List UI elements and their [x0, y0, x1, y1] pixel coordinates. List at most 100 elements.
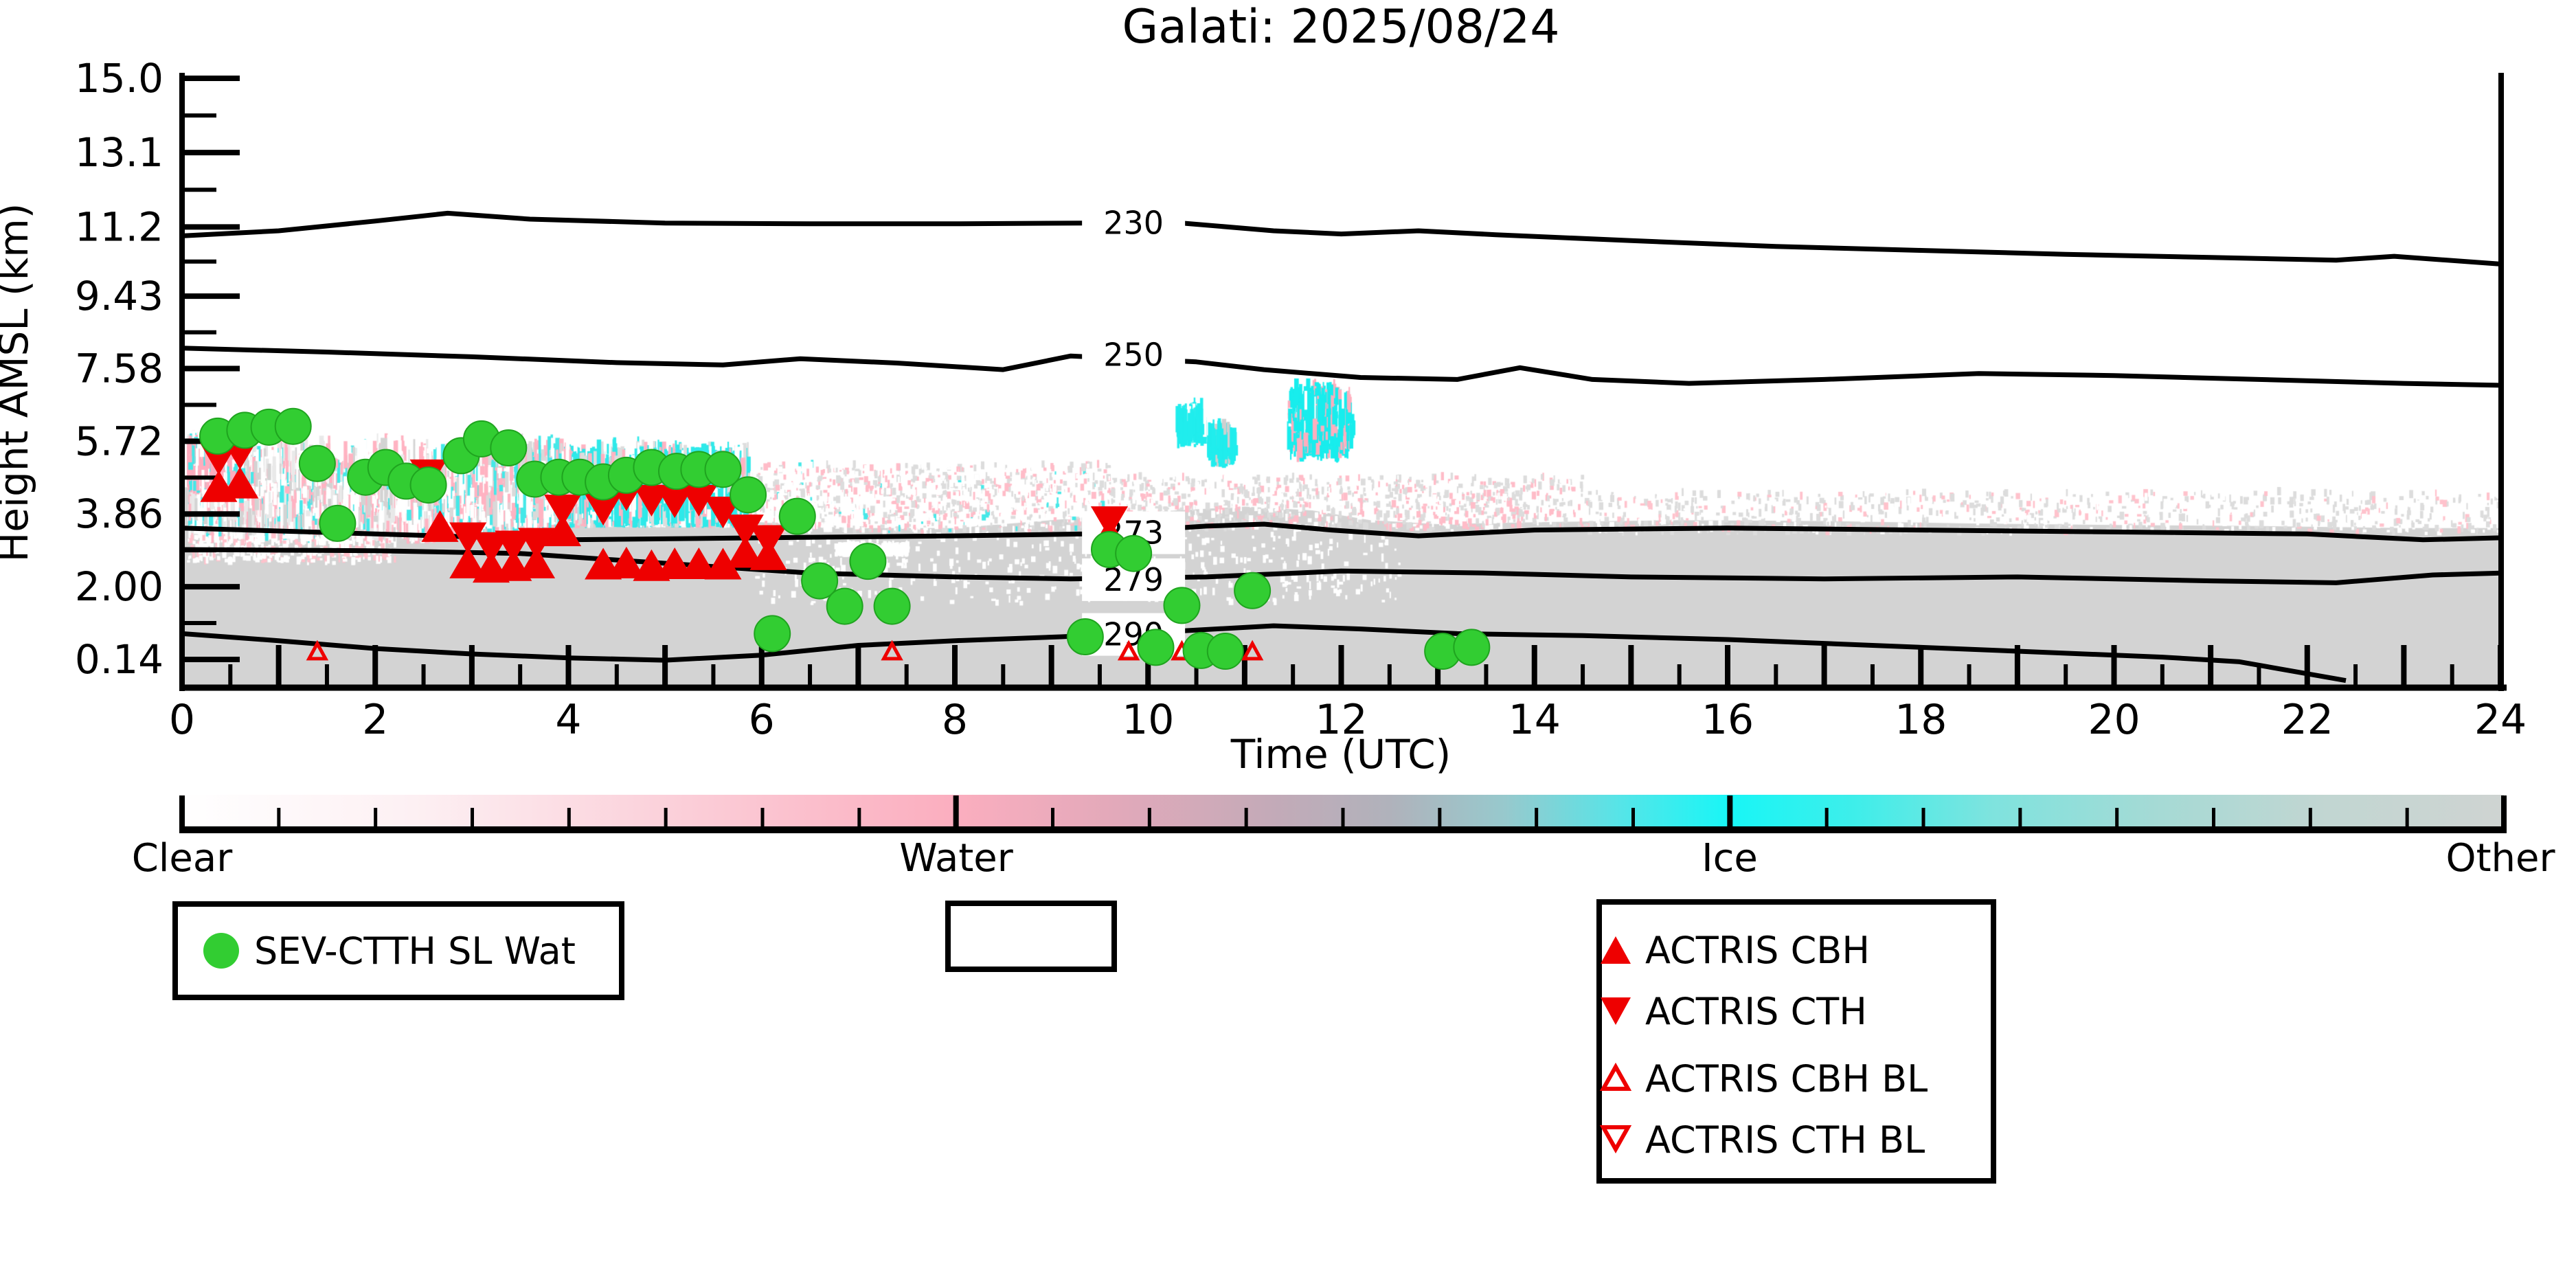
- sev-ctth-marker: [1163, 587, 1201, 624]
- y-axis-label: Height AMSL (km): [0, 203, 37, 563]
- sev-ctth-marker: [319, 504, 357, 542]
- x-tick-label: 10: [1122, 696, 1174, 744]
- axes: 15.013.111.29.437.585.723.862.000.140 2 4 6…: [75, 55, 2527, 744]
- x-tick-label: 2: [362, 696, 388, 744]
- sev-ctth-marker: [754, 615, 791, 653]
- actris-cth-marker: [749, 525, 787, 557]
- cth-triangle-down-icon: [1601, 997, 1631, 1025]
- contour-279: [181, 547, 2501, 585]
- colorbar-label-ice: Ice: [1702, 836, 1758, 881]
- colorbar-label-other: Other: [2445, 836, 2555, 881]
- y-tick-label: 2.00: [75, 563, 163, 610]
- x-tick-label: 12: [1315, 696, 1367, 744]
- contour-label-bg: [1082, 333, 1186, 376]
- actris-cbh-marker: [680, 547, 718, 579]
- sev-ctth-marker: [826, 587, 863, 625]
- actris-cth-marker: [704, 496, 742, 528]
- y-tick-label: 9.43: [75, 273, 163, 319]
- sev-ctth-marker: [1137, 629, 1175, 666]
- x-tick-label: 8: [942, 696, 968, 744]
- actris-cbh-marker: [518, 546, 556, 578]
- legend-actris-cth-bl: ACTRIS CTH BL: [1645, 1118, 1925, 1162]
- cbh-triangle-up-icon: [1601, 936, 1631, 964]
- y-tick-label: 7.58: [75, 345, 163, 392]
- sev-ctth-dot-icon: [203, 933, 239, 969]
- actris-cth-marker: [680, 484, 718, 517]
- actris-cbh-bl-marker: [1241, 640, 1264, 661]
- y-tick-label: 5.72: [75, 418, 163, 464]
- cbh-bl-triangle-up-open-icon: [1599, 1062, 1632, 1091]
- sev-ctth-marker: [1115, 534, 1153, 572]
- contour-273: [181, 521, 2501, 543]
- legend-sev-box: [172, 901, 624, 1000]
- x-tick-label: 14: [1509, 696, 1561, 744]
- x-tick-label: 24: [2474, 696, 2527, 744]
- actris-cth-marker: [726, 515, 764, 547]
- actris-cbh-marker: [656, 547, 694, 579]
- sev-ctth-marker: [778, 497, 816, 535]
- legend-actris-cbh-bl: ACTRIS CBH BL: [1645, 1057, 1928, 1100]
- actris-cth-marker: [544, 495, 582, 527]
- actris-cbh-marker: [704, 547, 742, 580]
- sev-ctth-marker: [409, 466, 447, 504]
- actris-cth-marker: [1091, 506, 1128, 539]
- legend-actris: ACTRIS CBH ACTRIS CTH ACTRIS CBH BL ACTR…: [1596, 899, 1996, 1184]
- sev-ctth-marker: [873, 587, 911, 625]
- sev-ctth-marker: [1234, 572, 1272, 609]
- sev-ctth-marker: [704, 451, 742, 488]
- sev-ctth-marker: [1453, 629, 1491, 666]
- x-tick-label: 18: [1895, 696, 1947, 744]
- colorbar-ticks: [179, 795, 2507, 833]
- legend-sev-label: SEV-CTTH SL Wat: [254, 929, 576, 973]
- y-tick-label: 13.1: [75, 129, 163, 176]
- x-axis-label: Time (UTC): [1230, 731, 1451, 778]
- contour-label-bg: [1082, 201, 1186, 245]
- phase-colorbar: Clear Water Ice Other: [132, 795, 2555, 881]
- empty-box: [945, 901, 1117, 972]
- actris-cbh-marker: [221, 466, 259, 499]
- actris-cbh-bl-marker: [306, 640, 329, 661]
- sev-ctth-marker: [1206, 633, 1244, 670]
- data-markers: [199, 407, 1491, 670]
- contour-250: [181, 346, 2501, 388]
- actris-cth-marker: [449, 522, 487, 554]
- actris-cbh-marker: [726, 536, 764, 568]
- colorbar-label-water: Water: [899, 836, 1014, 881]
- x-tick-label: 22: [2281, 696, 2334, 744]
- y-tick-label: 11.2: [75, 203, 163, 250]
- actris-cbh-marker: [449, 546, 487, 578]
- actris-cth-marker: [518, 528, 556, 560]
- legend-actris-cbh: ACTRIS CBH: [1645, 929, 1870, 972]
- actris-cth-marker: [585, 493, 622, 526]
- actris-cth-marker: [495, 530, 532, 563]
- x-tick-label: 0: [169, 696, 195, 744]
- contour-label-230: 230: [1103, 205, 1164, 242]
- legend-empty-box: [945, 901, 1117, 972]
- sev-ctth-marker: [730, 476, 767, 514]
- contour-230: [181, 210, 2501, 267]
- contour-290: [181, 623, 2347, 683]
- actris-cbh-marker: [544, 515, 582, 547]
- contour-label-250: 250: [1103, 337, 1164, 374]
- y-tick-label: 0.14: [75, 636, 163, 683]
- sev-ctth-marker: [1066, 618, 1104, 655]
- sev-ctth-marker: [274, 407, 312, 445]
- actris-cbh-bl-marker: [881, 640, 903, 661]
- legend-actris-box: [1596, 899, 1996, 1184]
- colorbar-label-clear: Clear: [132, 836, 233, 881]
- cth-bl-triangle-down-open-icon: [1599, 1125, 1632, 1154]
- page-title: Galati: 2025/08/24: [1122, 0, 1560, 54]
- sev-ctth-marker: [298, 444, 336, 482]
- sev-ctth-marker: [801, 562, 839, 600]
- x-tick-label: 16: [1702, 696, 1754, 744]
- sev-ctth-marker: [849, 543, 887, 580]
- sev-ctth-marker: [490, 429, 528, 467]
- x-tick-label: 6: [749, 696, 775, 744]
- legend-actris-cth: ACTRIS CTH: [1645, 990, 1867, 1033]
- x-tick-label: 20: [2088, 696, 2140, 744]
- actris-cbh-marker: [421, 510, 459, 542]
- x-tick-label: 4: [555, 696, 581, 744]
